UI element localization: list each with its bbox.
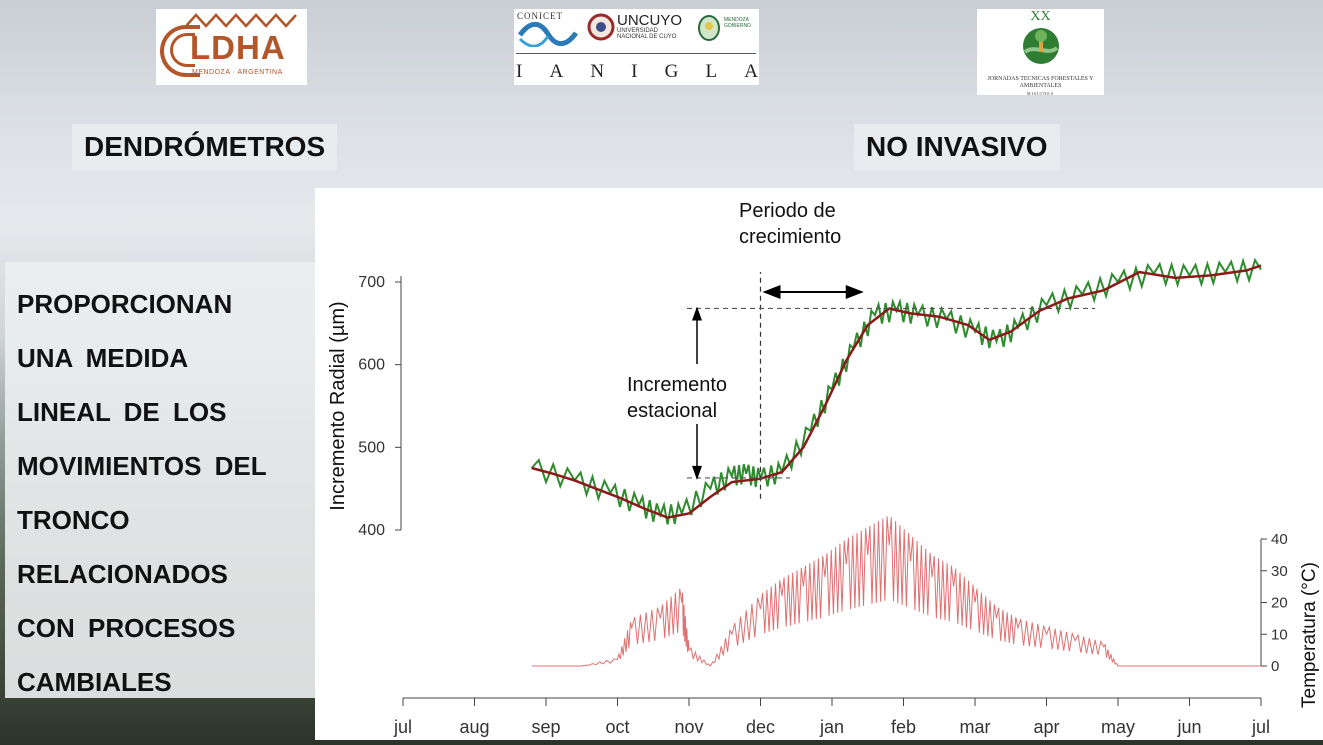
jornadas-number: XX [1030, 9, 1051, 24]
x-axis-tick-label: jul [1251, 717, 1270, 737]
conicet-logo-text: CONICET [517, 11, 563, 21]
growth-period-label-line1: Periodo de [739, 200, 836, 222]
x-axis-tick-label: sep [531, 717, 560, 737]
side-text-panel: PROPORCIONAN UNA MEDIDA LINEAL DE LOS MO… [5, 262, 315, 698]
ldha-logo-text: LDHA [190, 29, 286, 66]
y2-axis-tick-label: 10 [1271, 626, 1288, 643]
jornadas-title: JORNADAS TECNICAS FORESTALES Y AMBIENTAL… [987, 76, 1094, 96]
side-text-line: PROPORCIONAN [17, 289, 233, 319]
ianigla-letter: A [549, 61, 564, 82]
uncuyo-seal-icon [587, 13, 615, 41]
dendrometer-chart: 400 500 600 700 Incremento Radial (µm) 0 10 20 3… [327, 200, 1320, 737]
y-axis-label: Incremento Radial (µm) [327, 301, 349, 510]
x-axis-tick-label: jul [393, 717, 412, 737]
series-line-temperature [531, 516, 1261, 667]
uncuyo-logo-subtitle: UNIVERSIDAD NACIONAL DE CUYO [617, 28, 677, 40]
dendrometros-label: DENDRÓMETROS [72, 124, 338, 170]
x-axis-tick-label: nov [674, 717, 703, 737]
side-text-line: CAMBIALES [17, 667, 172, 697]
side-text-line: CON PROCESOS [17, 613, 236, 643]
growth-period-label-line2: crecimiento [739, 226, 841, 248]
x-axis-tick-label: aug [459, 717, 489, 737]
ldha-logo-subtitle: MENDOZA · ARGENTINA [192, 69, 283, 76]
conicet-wave-icon [518, 21, 578, 47]
y-axis-tick-label: 400 [358, 522, 385, 539]
mendoza-shield-icon [698, 15, 720, 41]
ldha-logo: LDHA MENDOZA · ARGENTINA [156, 9, 307, 85]
y-axis-tick-label: 700 [358, 274, 385, 291]
x-axis-tick-label: jun [1176, 717, 1201, 737]
uncuyo-logo-text: UNCUYO [617, 12, 683, 29]
mountain-zigzag-icon [186, 13, 297, 28]
x-axis-tick-label: apr [1033, 717, 1059, 737]
y-axis-tick-label: 500 [358, 439, 385, 456]
side-text-line: UNA MEDIDA [17, 343, 189, 373]
side-text-line: RELACIONADOS [17, 559, 228, 589]
seasonal-increment-label-line1: Incremento [627, 374, 727, 396]
jornadas-logo: XX JORNADAS TECNICAS FORESTALES Y AMBIEN… [977, 9, 1104, 96]
x-axis-tick-label: jan [819, 717, 844, 737]
side-text-line: TRONCO [17, 505, 130, 535]
x-axis-tick-label: oct [605, 717, 629, 737]
seasonal-increment-label-line2: estacional [627, 400, 717, 422]
series-line-trend [531, 264, 1262, 519]
arrow-down-icon [692, 465, 702, 480]
tree-ring-icon [160, 25, 200, 77]
side-text-line: MOVIMIENTOS DEL [17, 451, 267, 481]
y2-axis-tick-label: 40 [1271, 531, 1288, 548]
ianigla-letter: N [590, 61, 605, 82]
ianigla-letter: I [516, 61, 523, 82]
ianigla-letter: G [664, 61, 679, 82]
x-axis-tick-label: may [1101, 717, 1135, 737]
side-text-line: LINEAL DE LOS [17, 397, 227, 427]
forest-emblem-icon [1023, 28, 1059, 64]
mendoza-logo-text: MENDOZA GOBIERNO [724, 17, 751, 29]
x-axis-tick-label: dec [746, 717, 775, 737]
y-axis-tick-label: 600 [358, 357, 385, 374]
x-axis-tick-label: mar [960, 717, 991, 737]
arrow-left-icon [762, 285, 781, 299]
arrow-right-icon [845, 285, 864, 299]
arrow-up-icon [692, 306, 702, 321]
no-invasivo-label: NO INVASIVO [854, 124, 1060, 170]
ianigla-letter: I [631, 61, 638, 82]
ianigla-letter: L [705, 61, 718, 82]
ianigla-letter: A [744, 61, 758, 82]
chart-panel: 400 500 600 700 Incremento Radial (µm) 0 10 20 3… [315, 188, 1323, 740]
ianigla-logo: CONICET UNCUYO UNIVERSIDAD NACIONAL DE C… [514, 9, 759, 85]
series-line-radial [530, 257, 1262, 525]
y2-axis-label: Temperatura (°C) [1299, 562, 1320, 708]
ianigla-divider [516, 53, 756, 54]
y2-axis-tick-label: 20 [1271, 595, 1288, 612]
y2-axis-tick-label: 30 [1271, 563, 1288, 580]
x-axis-tick-label: feb [891, 717, 916, 737]
y2-axis-tick-label: 0 [1271, 658, 1279, 675]
tree-ring-inner-icon [170, 33, 195, 67]
